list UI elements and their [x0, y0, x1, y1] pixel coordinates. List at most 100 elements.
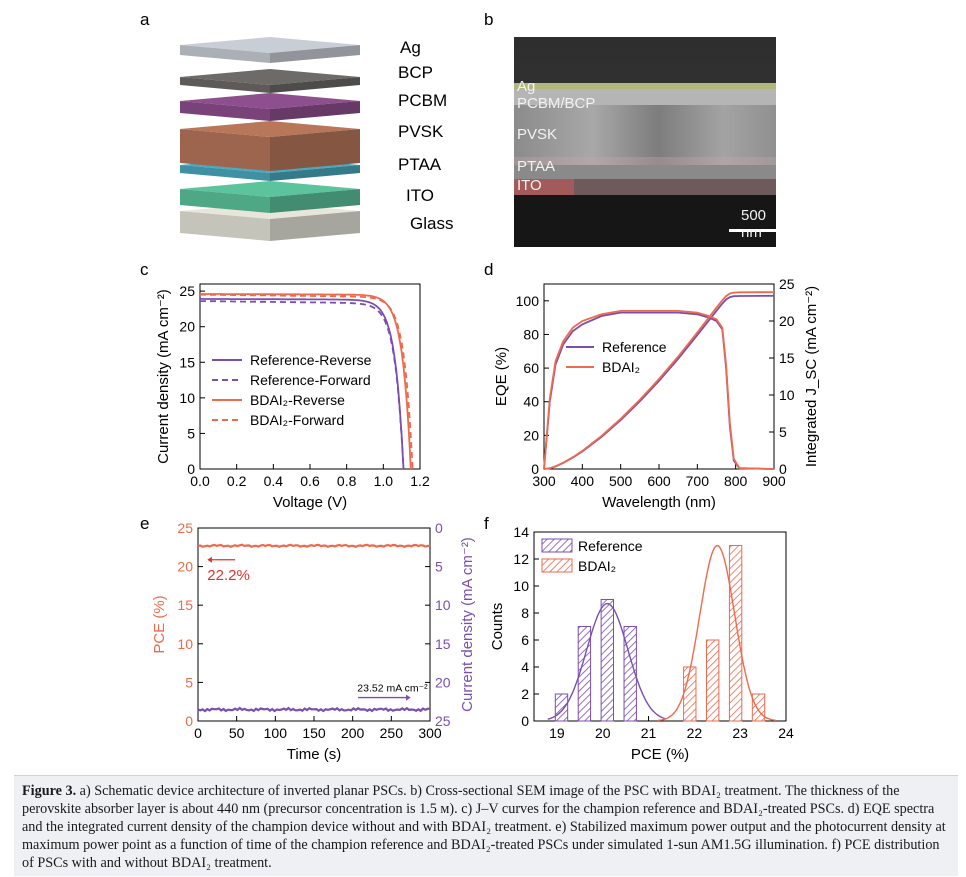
y-tick-label: 8: [521, 605, 529, 621]
y2-tick-label: 20: [779, 313, 795, 329]
eqe-chart: 300 400 500 600 700 800 900020406080100Wavelen…: [493, 276, 820, 511]
layer-right-face: [270, 45, 360, 63]
y-tick-label: 15: [179, 354, 195, 370]
layer-label-pvsk: PVSK: [398, 122, 444, 141]
layer-right-face: [270, 165, 360, 181]
layer-bcp: [180, 69, 360, 93]
y-tick-label: 100: [516, 293, 540, 309]
layer-label-ptaa: PTAA: [398, 155, 442, 174]
jsc-series-bdai2: [543, 291, 775, 470]
sem-label-ptaa: PTAA: [517, 158, 556, 175]
pce-annotation: 22.2%: [207, 567, 250, 584]
x-tick-label: 20: [595, 725, 611, 741]
layer-left-face: [180, 165, 270, 181]
layer-left-face: [180, 189, 270, 213]
layer-left-face: [180, 45, 270, 63]
x-tick-label: 800: [724, 473, 748, 489]
x-tick-label: 150: [302, 725, 326, 741]
legend-swatch: [541, 558, 573, 573]
y2-tick-label: 10: [435, 597, 451, 613]
current-trace: [197, 706, 431, 713]
layer-right-face: [270, 211, 360, 241]
legend-label: BDAI₂-Forward: [250, 412, 344, 428]
figure-caption: Figure 3. a) Schematic device architectu…: [14, 775, 958, 876]
panel-label-e: e: [140, 514, 150, 533]
y-tick-label: 10: [177, 636, 193, 652]
scale-bar-label: 500 nm: [741, 207, 767, 241]
fit-curve-reference: [547, 602, 667, 720]
jv-series-reference-forward: [200, 300, 405, 470]
layer-label-glass: Glass: [410, 214, 454, 233]
layer-right-face: [270, 189, 360, 213]
x-tick-label: 400: [571, 473, 595, 489]
x-tick-label: 0.4: [264, 473, 284, 489]
y-tick-label: 0: [531, 461, 539, 477]
legend-label: BDAI₂: [578, 558, 616, 574]
sem-label-ito: ITO: [517, 177, 542, 194]
sem-micrograph: [514, 37, 776, 247]
layer-ag: [180, 37, 360, 63]
layer-label-ito: ITO: [406, 186, 435, 205]
layer-left-face: [180, 129, 270, 171]
jv-series-bdai2-forward: [200, 293, 414, 470]
y-axis-label: Counts: [489, 603, 506, 651]
panel-label-c: c: [140, 260, 149, 279]
layer-right-face: [270, 129, 360, 171]
x-tick-label: 600: [647, 473, 671, 489]
x-tick-label: 300: [418, 725, 442, 741]
y2-tick-label: 5: [779, 424, 787, 440]
sem-label-pvsk: PVSK: [517, 126, 558, 143]
legend-label: Reference: [578, 538, 643, 554]
legend-label: Reference-Forward: [250, 372, 371, 388]
y-tick-label: 80: [523, 326, 539, 342]
bar-bdai2: [728, 545, 743, 722]
y-tick-label: 12: [513, 551, 529, 567]
legend-label: BDAI₂-Reverse: [250, 392, 345, 408]
y-tick-label: 25: [177, 522, 193, 536]
x-tick-label: 300: [532, 473, 556, 489]
bar-bdai2: [683, 666, 697, 722]
current-arrowhead: [406, 694, 411, 701]
sem-image: Ag PCBM/BCP PVSK PTAA ITO 500 nm: [514, 37, 776, 247]
y-tick-label: 60: [523, 360, 539, 376]
x-tick-label: 250: [380, 725, 404, 741]
bar-reference: [623, 626, 637, 722]
bar-reference: [554, 693, 569, 722]
y-tick-label: 10: [179, 390, 195, 406]
caption-figure-label: Figure 3.: [22, 783, 77, 799]
x-tick-label: 900: [762, 473, 786, 489]
x-tick-label: 22: [687, 725, 703, 741]
layer-label-bcp: BCP: [398, 63, 433, 82]
jv-series-reference-reverse: [200, 298, 405, 470]
y-axis-label: PCE (%): [151, 595, 168, 653]
plot-frame: [533, 531, 787, 722]
jsc-series-reference: [543, 294, 775, 470]
panel-label-f: f: [484, 514, 489, 533]
pce-trace: [197, 543, 430, 548]
x-tick-label: 19: [549, 725, 565, 741]
current-annotation: 23.52 mA cm⁻²: [357, 683, 428, 695]
x-axis-label: Wavelength (nm): [602, 494, 716, 511]
layer-left-face: [180, 101, 270, 121]
x-tick-label: 0: [194, 725, 202, 741]
y-tick-label: 25: [179, 283, 195, 299]
layer-label-pcbm: PCBM: [398, 91, 448, 110]
y-tick-label: 20: [523, 427, 539, 443]
y2-tick-label: 15: [435, 636, 451, 652]
y-tick-label: 14: [513, 524, 529, 540]
y2-tick-label: 25: [779, 276, 795, 292]
panel-label-b: b: [484, 10, 494, 29]
y-tick-label: 0: [521, 713, 529, 729]
y-tick-label: 2: [521, 686, 529, 702]
panel-label-d: d: [484, 260, 494, 279]
caption-text: a) Schematic device architecture of inve…: [22, 783, 946, 871]
bar-reference: [577, 626, 592, 722]
legend-label: BDAI₂: [602, 359, 640, 375]
pce-arrowhead: [207, 556, 212, 563]
y-axis-label: EQE (%): [493, 347, 510, 406]
y-tick-label: 15: [177, 597, 193, 613]
device-stack-diagram: [180, 37, 360, 241]
x-tick-label: 200: [341, 725, 365, 741]
y-tick-label: 0: [185, 713, 193, 729]
